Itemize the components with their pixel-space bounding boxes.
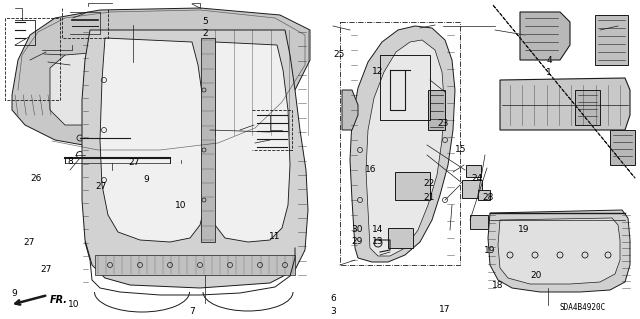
Polygon shape (342, 90, 358, 130)
Polygon shape (208, 42, 290, 242)
Text: 18: 18 (492, 281, 504, 290)
Polygon shape (500, 78, 630, 130)
Polygon shape (100, 38, 206, 242)
Polygon shape (595, 15, 628, 65)
Polygon shape (95, 255, 295, 275)
Polygon shape (201, 38, 215, 242)
Text: 21: 21 (423, 193, 435, 202)
Text: 9: 9 (12, 289, 17, 298)
Polygon shape (82, 30, 308, 288)
Polygon shape (610, 130, 635, 165)
Bar (466, 165, 481, 177)
Text: 17: 17 (439, 305, 451, 314)
Text: 19: 19 (518, 225, 529, 234)
Bar (462, 180, 482, 198)
Text: 2: 2 (202, 29, 207, 38)
Text: 16: 16 (365, 165, 377, 174)
Text: 24: 24 (471, 174, 483, 182)
Text: 9: 9 (143, 175, 148, 184)
Text: 27: 27 (95, 182, 107, 191)
Polygon shape (366, 40, 444, 256)
Polygon shape (575, 90, 600, 125)
Polygon shape (50, 45, 210, 125)
Bar (388, 228, 413, 248)
Text: 30: 30 (351, 225, 363, 234)
Text: 28: 28 (482, 193, 493, 202)
Text: 1: 1 (547, 68, 552, 77)
Polygon shape (12, 8, 310, 148)
Bar (478, 190, 490, 200)
Polygon shape (350, 26, 455, 262)
Text: 13: 13 (372, 237, 383, 246)
Text: 27: 27 (40, 265, 52, 274)
Text: 25: 25 (333, 50, 345, 59)
Text: 5: 5 (202, 17, 207, 26)
Bar (470, 215, 488, 229)
Text: 3: 3 (330, 307, 335, 315)
Text: 7: 7 (189, 307, 195, 315)
Polygon shape (520, 12, 570, 60)
Polygon shape (488, 210, 630, 292)
Text: 11: 11 (269, 232, 281, 241)
Polygon shape (498, 218, 620, 284)
Text: 15: 15 (455, 145, 467, 154)
Text: 12: 12 (372, 67, 383, 76)
Bar (395, 172, 430, 200)
Text: 10: 10 (175, 201, 186, 210)
Polygon shape (428, 90, 445, 130)
Text: 10: 10 (68, 300, 79, 309)
Text: 14: 14 (372, 225, 383, 234)
Text: SDA4B4920C: SDA4B4920C (560, 303, 606, 313)
Text: 27: 27 (129, 158, 140, 167)
Text: 4: 4 (547, 56, 552, 65)
Text: 20: 20 (531, 271, 542, 280)
Text: 27: 27 (23, 238, 35, 247)
Text: FR.: FR. (50, 295, 68, 305)
Text: 23: 23 (437, 119, 449, 128)
Text: 29: 29 (351, 237, 363, 246)
Text: 26: 26 (31, 174, 42, 182)
Text: 6: 6 (330, 294, 335, 303)
Text: 19: 19 (484, 246, 495, 255)
Text: 8: 8 (68, 157, 73, 166)
Text: 22: 22 (423, 179, 435, 188)
